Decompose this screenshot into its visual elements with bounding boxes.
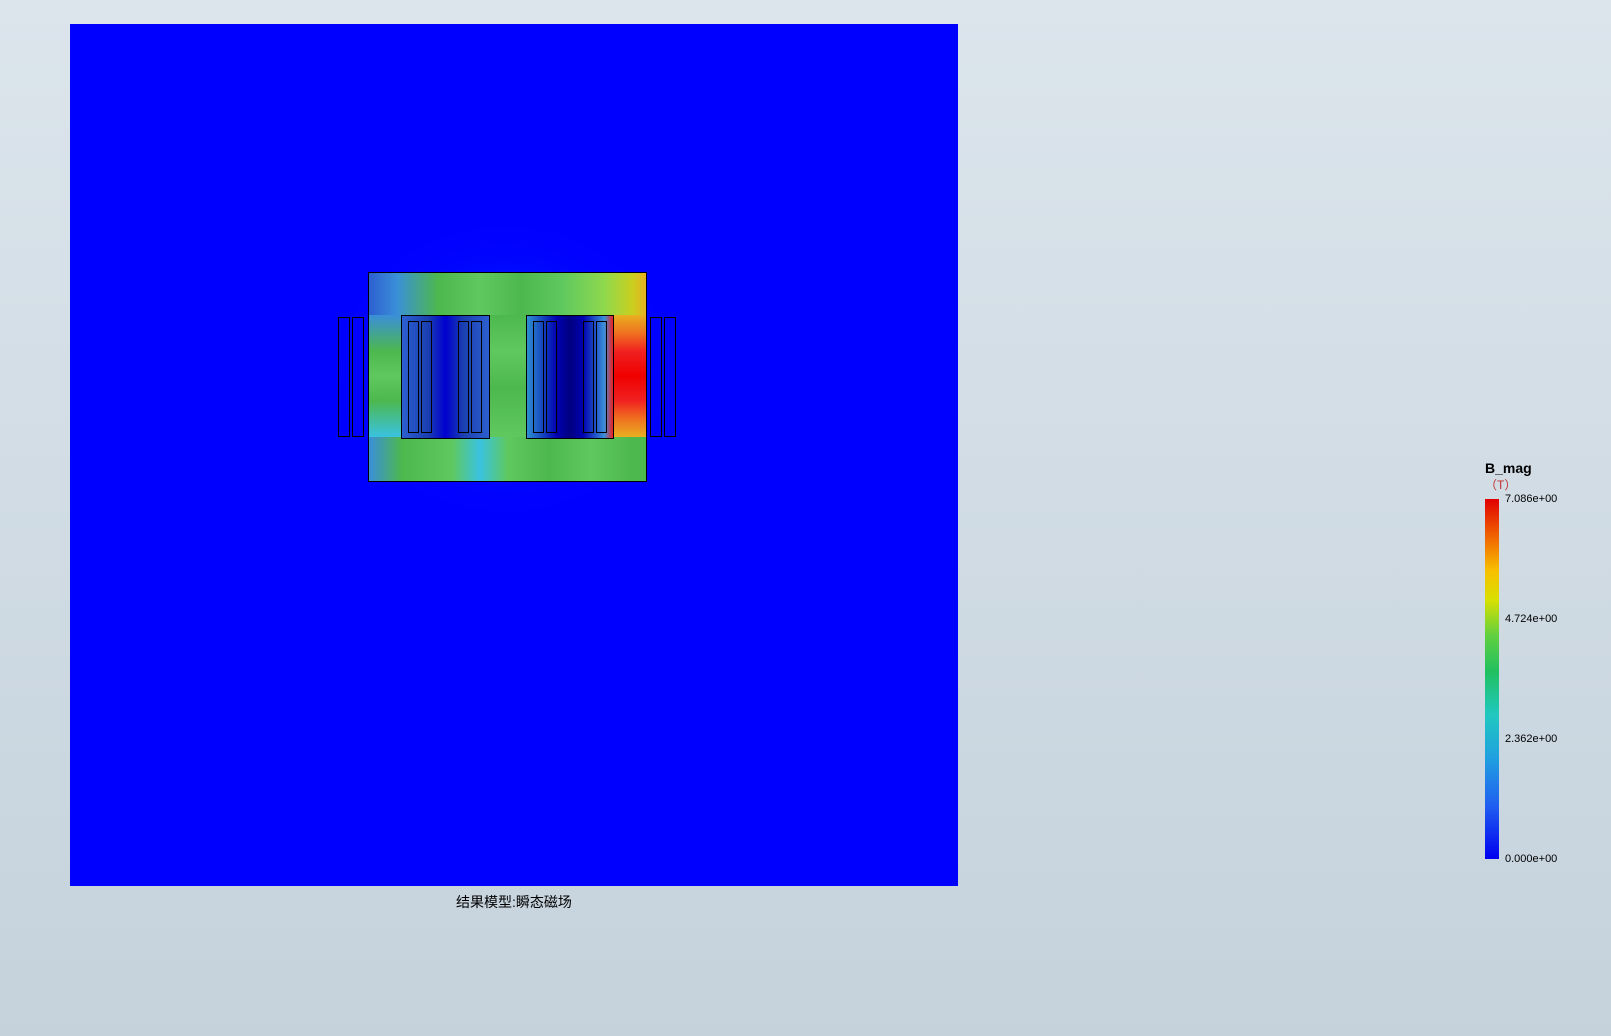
- legend-tick-1: 2.362e+00: [1505, 733, 1557, 745]
- coil-ext-right-2: [664, 317, 676, 437]
- transformer-core: [368, 272, 647, 482]
- coil-ext-left-1: [338, 317, 350, 437]
- coil-inner-r3: [583, 321, 594, 433]
- coil-inner-r1: [533, 321, 544, 433]
- color-legend: B_mag （T） 7.086e+00 4.724e+00 2.362e+00 …: [1485, 460, 1575, 859]
- legend-tick-max: 7.086e+00: [1505, 493, 1557, 505]
- result-caption: 结果模型:瞬态磁场: [70, 892, 958, 912]
- coil-inner-l4: [471, 321, 482, 433]
- core-bottom-yoke: [369, 437, 646, 481]
- core-center-leg: [490, 315, 526, 437]
- simulation-viewport[interactable]: [70, 24, 958, 886]
- coil-inner-r2: [546, 321, 557, 433]
- coil-inner-l1: [408, 321, 419, 433]
- legend-title: B_mag: [1485, 460, 1575, 476]
- coil-inner-l2: [421, 321, 432, 433]
- legend-tick-2: 4.724e+00: [1505, 613, 1557, 625]
- legend-unit: （T）: [1485, 476, 1575, 493]
- coil-inner-r4: [596, 321, 607, 433]
- core-right-leg-hotspot: [612, 315, 646, 437]
- core-window-left: [401, 315, 490, 439]
- core-window-right: [526, 315, 614, 439]
- core-left-leg: [369, 315, 401, 437]
- coil-ext-right-1: [650, 317, 662, 437]
- legend-color-bar: [1485, 499, 1499, 859]
- legend-tick-min: 0.000e+00: [1505, 853, 1557, 865]
- core-top-yoke: [369, 273, 646, 315]
- legend-ticks: 7.086e+00 4.724e+00 2.362e+00 0.000e+00: [1505, 499, 1575, 859]
- coil-inner-l3: [458, 321, 469, 433]
- coil-ext-left-2: [352, 317, 364, 437]
